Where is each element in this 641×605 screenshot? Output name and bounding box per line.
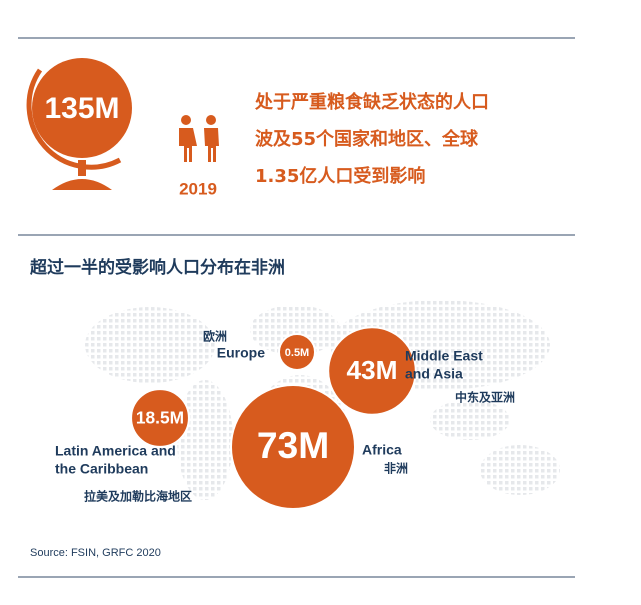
subtitle: 超过一半的受影响人口分布在非洲 [30, 257, 285, 278]
headline-figure: 135M [44, 92, 119, 125]
region-name-en: Middle East [405, 348, 483, 364]
source: Source: FSIN, GRFC 2020 [30, 547, 161, 559]
bubble [327, 326, 417, 416]
region-name-en: the Caribbean [55, 461, 148, 477]
headline-year: 2019 [179, 179, 217, 198]
bubble-label: 0.5M [285, 347, 309, 359]
region-name-zh: 非洲 [384, 461, 408, 476]
globe-icon [26, 58, 132, 190]
headline-line: 波及55个国家和地区、全球 [255, 128, 479, 150]
region-name-zh: 中东及亚洲 [455, 390, 515, 405]
bubble [130, 388, 190, 448]
bubble [229, 383, 357, 511]
people-icon [179, 115, 219, 162]
headline-line: 处于严重粮食缺乏状态的人口 [254, 91, 489, 113]
bubble [277, 332, 317, 372]
bubble-label: 73M [257, 424, 329, 466]
headline-line: 1.35亿人口受到影响 [255, 165, 425, 187]
bubble-label: 18.5M [136, 408, 184, 428]
region-name-en: Latin America and [55, 443, 176, 459]
region-name-en: Africa [362, 442, 402, 458]
bubble-label: 43M [346, 355, 397, 385]
region-name-en: and Asia [405, 366, 463, 382]
region-name-zh: 拉美及加勒比海地区 [84, 489, 192, 504]
region-name-en: Europe [217, 345, 265, 361]
region-name-zh: 欧洲 [203, 329, 227, 344]
